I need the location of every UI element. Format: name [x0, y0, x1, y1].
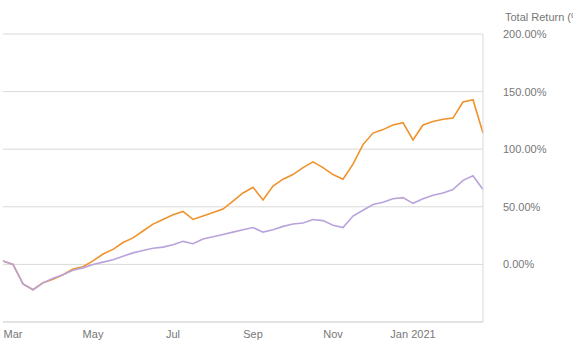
svg-text:Jul: Jul [166, 328, 180, 340]
svg-text:May: May [83, 328, 104, 340]
svg-text:Mar: Mar [8, 328, 23, 340]
svg-text:50.00%: 50.00% [503, 201, 541, 213]
svg-text:Jan 2021: Jan 2021 [390, 328, 435, 340]
svg-text:100.00%: 100.00% [503, 143, 547, 155]
svg-text:Nov: Nov [323, 328, 343, 340]
svg-text:0.00%: 0.00% [503, 258, 534, 270]
svg-text:200.00%: 200.00% [503, 28, 547, 40]
svg-text:Sep: Sep [243, 328, 263, 340]
svg-text:150.00%: 150.00% [503, 86, 547, 98]
